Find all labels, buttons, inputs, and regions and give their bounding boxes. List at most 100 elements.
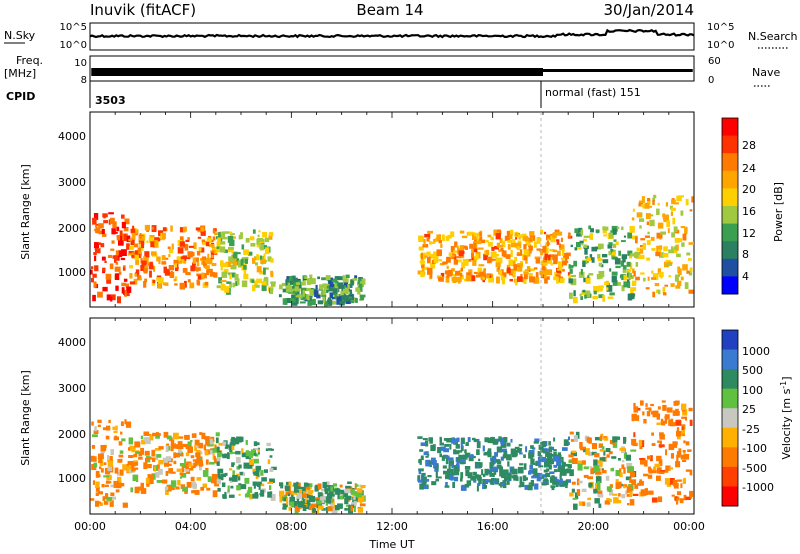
power-scatter-cell (420, 259, 425, 266)
power-scatter-cell (498, 244, 504, 248)
velocity-scatter-cell (641, 440, 645, 448)
power-scatter-cell (627, 232, 633, 239)
power-scatter-cell (542, 262, 548, 267)
velocity-scatter-cell (628, 466, 634, 472)
velocity-scatter-cell (119, 483, 125, 487)
vel-cb-label-25: 25 (742, 403, 756, 416)
velocity-scatter-cell (601, 468, 604, 472)
power-scatter-cell (631, 268, 635, 274)
power-scatter-cell (473, 232, 480, 237)
velocity-scatter-cell (190, 465, 196, 469)
power-scatter-cell (556, 239, 560, 245)
power-scatter-cell (681, 242, 685, 247)
power-scatter-cell (638, 255, 642, 260)
power-scatter-cell (589, 233, 594, 240)
power-scatter-cell (493, 229, 500, 236)
velocity-scatter-cell (255, 465, 262, 471)
power-scatter-cell (198, 246, 202, 251)
power-scatter-cell (663, 214, 670, 221)
velocity-scatter-cell (256, 482, 260, 487)
power-scatter-cell (546, 234, 551, 241)
velocity-scatter-cell (247, 464, 253, 469)
power-scatter-cell (669, 205, 673, 210)
power-scatter-cell (512, 239, 516, 246)
velocity-scatter-cell (579, 442, 583, 449)
velocity-scatter-cell (325, 502, 329, 506)
power-scatter-cell (282, 288, 288, 293)
power-scatter-cell (332, 288, 338, 295)
power-scatter-cell (314, 290, 319, 297)
power-scatter-cell (438, 240, 442, 244)
power-scatter-cell (570, 278, 577, 286)
velocity-scatter-cell (484, 468, 489, 476)
power-scatter-cell (524, 272, 528, 280)
power-scatter-cell (553, 260, 557, 265)
power-scatter-cell (161, 255, 166, 261)
velocity-scatter-cell (99, 460, 104, 467)
power-scatter-cell (513, 273, 516, 277)
power-scatter-cell (549, 254, 554, 258)
power-scatter-cell (358, 283, 363, 290)
power-scatter-cell (227, 248, 233, 253)
power-scatter-cell (636, 212, 642, 218)
power-scatter-cell (621, 226, 624, 231)
velocity-scatter-cell (220, 473, 227, 477)
velocity-scatter-cell (155, 434, 160, 439)
power-scatter-cell (540, 272, 543, 278)
velocity-scatter-cell (427, 475, 432, 478)
power-scatter-cell (612, 256, 617, 260)
power-scatter-cell (591, 246, 598, 252)
velocity-scatter-cell (258, 483, 265, 487)
power-scatter-cell (618, 250, 621, 256)
velocity-scatter-cell (496, 460, 502, 465)
velocity-scatter-cell (282, 504, 288, 508)
velocity-scatter-cell (132, 474, 138, 482)
velocity-scatter-cell (269, 467, 274, 472)
velocity-scatter-cell (473, 438, 479, 443)
velocity-scatter-cell (170, 445, 174, 452)
velocity-scatter-cell (598, 503, 602, 508)
velocity-scatter-cell (599, 435, 603, 440)
power-scatter-cell (598, 243, 604, 249)
velocity-scatter-cell (95, 492, 99, 496)
power-scatter-cell (451, 252, 455, 255)
power-scatter-cell (640, 272, 645, 275)
velocity-scatter-cell (529, 464, 533, 470)
velocity-scatter-cell (218, 442, 224, 446)
power-scatter-cell (602, 295, 606, 302)
power-scatter-cell (518, 234, 524, 238)
power-scatter-cell (509, 279, 513, 282)
velocity-scatter-cell (132, 462, 138, 466)
power-scatter-cell (498, 249, 501, 253)
velocity-scatter-cell (571, 457, 578, 464)
power-scatter-cell (630, 253, 635, 257)
velocity-scatter (90, 400, 694, 514)
velocity-scatter-cell (451, 438, 457, 444)
velocity-scatter-cell (214, 483, 220, 487)
velocity-scatter-cell (107, 455, 110, 462)
velocity-scatter-cell (609, 484, 613, 488)
power-scatter-cell (139, 277, 142, 281)
velocity-scatter-cell (443, 454, 448, 458)
velocity-scatter-cell (135, 451, 140, 455)
velocity-scatter-cell (163, 431, 169, 438)
velocity-scatter-cell (525, 446, 528, 453)
velocity-scatter-cell (431, 481, 437, 486)
power-scatter-cell (167, 246, 171, 249)
velocity-scatter-cell (109, 456, 113, 461)
velocity-scatter-cell (594, 453, 600, 458)
velocity-scatter-cell (326, 481, 330, 488)
velocity-scatter-cell (559, 474, 562, 480)
power-scatter-cell (230, 264, 237, 270)
velocity-scatter-cell (464, 466, 471, 470)
power-scatter-cell (639, 225, 642, 229)
velocity-scatter-cell (597, 484, 601, 491)
power-scatter-cell (118, 239, 124, 246)
power-scatter-cell (568, 232, 571, 238)
power-scatter-cell (639, 218, 645, 222)
power-scatter-cell (573, 297, 578, 304)
velocity-scatter-cell (317, 483, 322, 490)
power-scatter-cell (660, 275, 663, 279)
power-scatter-cell (185, 272, 191, 276)
velocity-scatter-cell (297, 501, 303, 504)
